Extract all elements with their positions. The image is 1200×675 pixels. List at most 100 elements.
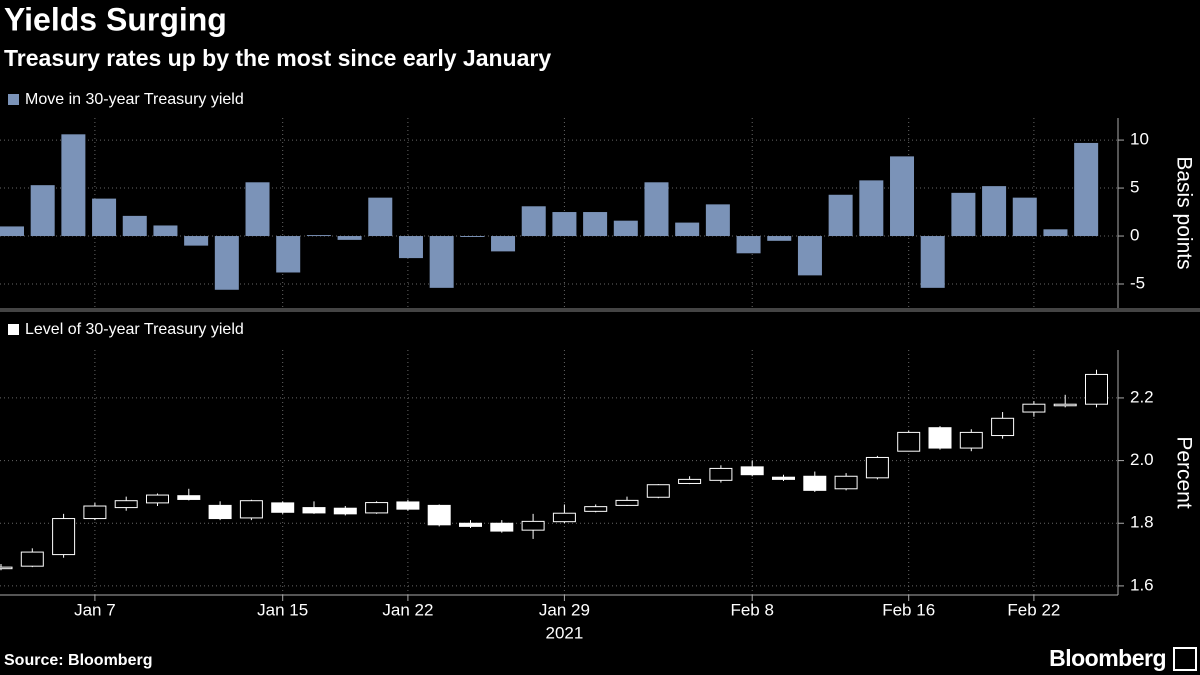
bar [30,185,55,237]
candle-body [584,506,608,512]
candle-body [646,484,670,498]
bar [0,226,24,237]
chart-title: Yields Surging [4,1,227,37]
candle-body [490,522,514,532]
legend-label: Move in 30-year Treasury yield [25,91,244,108]
bar [276,236,301,273]
bar [61,134,86,237]
x-year-label: 2021 [545,623,583,642]
bar [797,236,822,276]
candle-body [865,456,889,479]
candle-body [959,431,983,449]
candle-body [803,475,827,491]
bar [521,206,546,237]
candle-body [709,467,733,481]
y-tick-label: -5 [1130,273,1145,292]
y-axis-label: Basis points [1172,156,1195,269]
bar [214,236,239,290]
candle-body [396,501,420,510]
bar [828,194,853,237]
x-tick-label: Feb 22 [1007,600,1060,619]
candle-body [897,431,921,452]
candle-body [20,551,44,567]
candle-body [1053,403,1077,407]
candle-body [552,512,576,523]
candle-body [991,417,1015,437]
bar [552,212,577,237]
bar [460,236,485,237]
y-tick-label: 5 [1130,178,1139,197]
legend-swatch [8,94,19,105]
y-tick-label: 2.2 [1130,387,1154,406]
bar [644,182,669,237]
y-tick-label: 2.0 [1130,450,1154,469]
candle-body [615,499,639,506]
bar [245,182,270,237]
candle-body [177,495,201,500]
x-tick-label: Feb 8 [730,600,773,619]
x-tick-label: Jan 29 [539,600,590,619]
candle-body [0,566,13,570]
bar [368,197,393,237]
bar [890,156,915,237]
legend-swatch [8,324,19,335]
x-tick-label: Jan 22 [382,600,433,619]
brand: Bloomberg [1049,645,1166,671]
bar [613,220,638,237]
candle-body [459,522,482,527]
bar [583,212,608,237]
bar [951,192,976,237]
candle-body [83,505,107,520]
legend-label: Level of 30-year Treasury yield [25,321,244,338]
source: Source: Bloomberg [4,652,152,669]
bar [306,235,331,237]
x-tick-label: Jan 7 [74,600,116,619]
candle-body [302,507,326,514]
chart-subtitle: Treasury rates up by the most since earl… [4,45,551,71]
bar [736,236,761,254]
candle-body [208,504,232,520]
bar [429,236,454,288]
x-tick-label: Jan 15 [257,600,308,619]
candle-body [271,502,295,513]
candle-body [146,494,169,504]
candle-body [333,507,357,515]
candle-body [834,475,858,490]
bar [920,236,945,288]
candle-body [740,466,764,476]
bar [859,180,884,237]
bar [184,236,209,246]
y-tick-label: 0 [1130,226,1139,245]
y-tick-label: 1.6 [1130,575,1154,594]
bar [675,222,700,237]
candle-body [678,478,702,484]
candle-body [52,518,76,556]
y-tick-label: 10 [1130,130,1149,149]
bar [767,236,792,241]
brand-icon [1173,647,1197,671]
bar [122,215,147,237]
y-axis-label: Percent [1172,436,1195,509]
candle-body [521,520,545,531]
bar [153,225,178,237]
bar [398,236,423,259]
candle-body [928,427,952,449]
x-tick-label: Feb 16 [882,600,935,619]
candle-body [365,502,389,514]
y-tick-label: 1.8 [1130,513,1154,532]
bar [337,236,362,240]
candle-body [114,500,138,509]
bar [1043,229,1068,237]
candle-body [427,504,451,526]
candle-body [1085,373,1108,405]
panel-separator [0,308,1200,312]
candle-body [1022,403,1046,413]
candle-body [772,476,795,480]
bar [982,186,1007,237]
bar [491,236,516,252]
bar [1074,142,1099,237]
bar [92,198,117,237]
bar [1012,197,1037,237]
bar [705,204,730,237]
